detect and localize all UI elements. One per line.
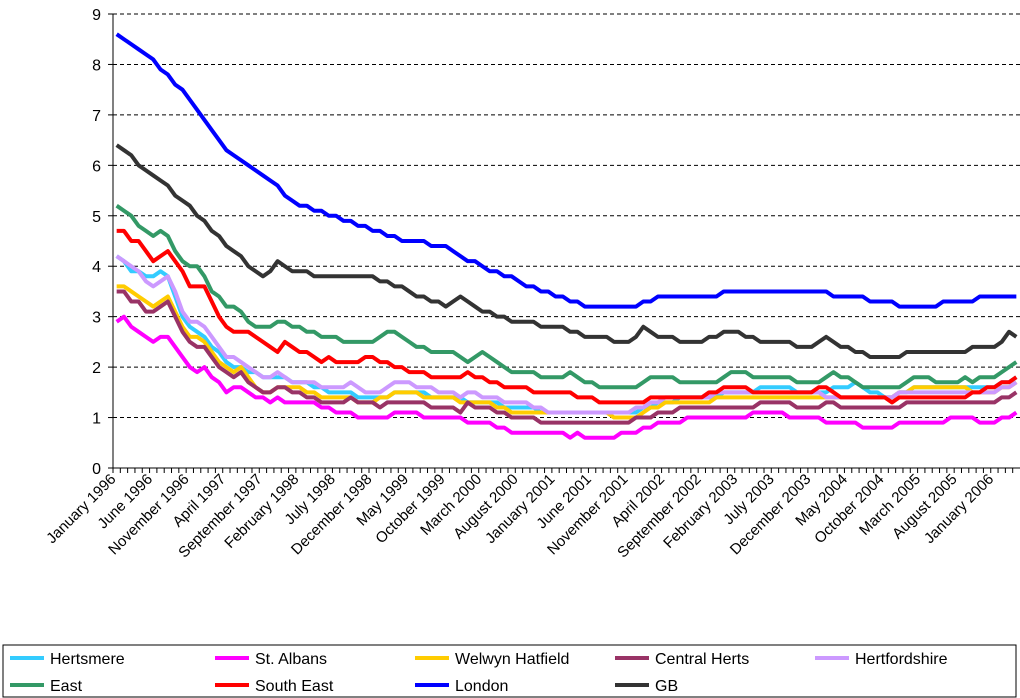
- legend-label: St. Albans: [255, 651, 327, 668]
- y-tick-label: 8: [92, 57, 101, 74]
- legend-label: London: [455, 678, 508, 695]
- y-tick-label: 2: [92, 360, 101, 377]
- line-series: [116, 289, 1018, 425]
- y-tick-label: 1: [92, 411, 101, 428]
- legend-label: Central Herts: [655, 651, 749, 668]
- y-tick-label: 5: [92, 209, 101, 226]
- line-series: [115, 314, 1018, 440]
- line-series: [115, 32, 1017, 309]
- y-tick-label: 9: [92, 7, 101, 24]
- legend-label: GB: [655, 678, 678, 695]
- legend-label: Hertfordshire: [855, 651, 948, 668]
- legend-label: East: [50, 678, 83, 695]
- legend-label: South East: [255, 678, 334, 695]
- y-tick-label: 4: [92, 259, 101, 276]
- legend-box: [2, 644, 1017, 698]
- line-series: [116, 228, 1018, 405]
- legend-label: Welwyn Hatfield: [455, 651, 569, 668]
- legend-label: Hertsmere: [50, 651, 125, 668]
- line-series: [115, 204, 1018, 390]
- y-tick-label: 7: [92, 108, 101, 125]
- y-tick-label: 6: [92, 158, 101, 175]
- line-series: [115, 143, 1018, 360]
- y-tick-label: 0: [92, 461, 101, 478]
- y-tick-label: 3: [92, 310, 101, 327]
